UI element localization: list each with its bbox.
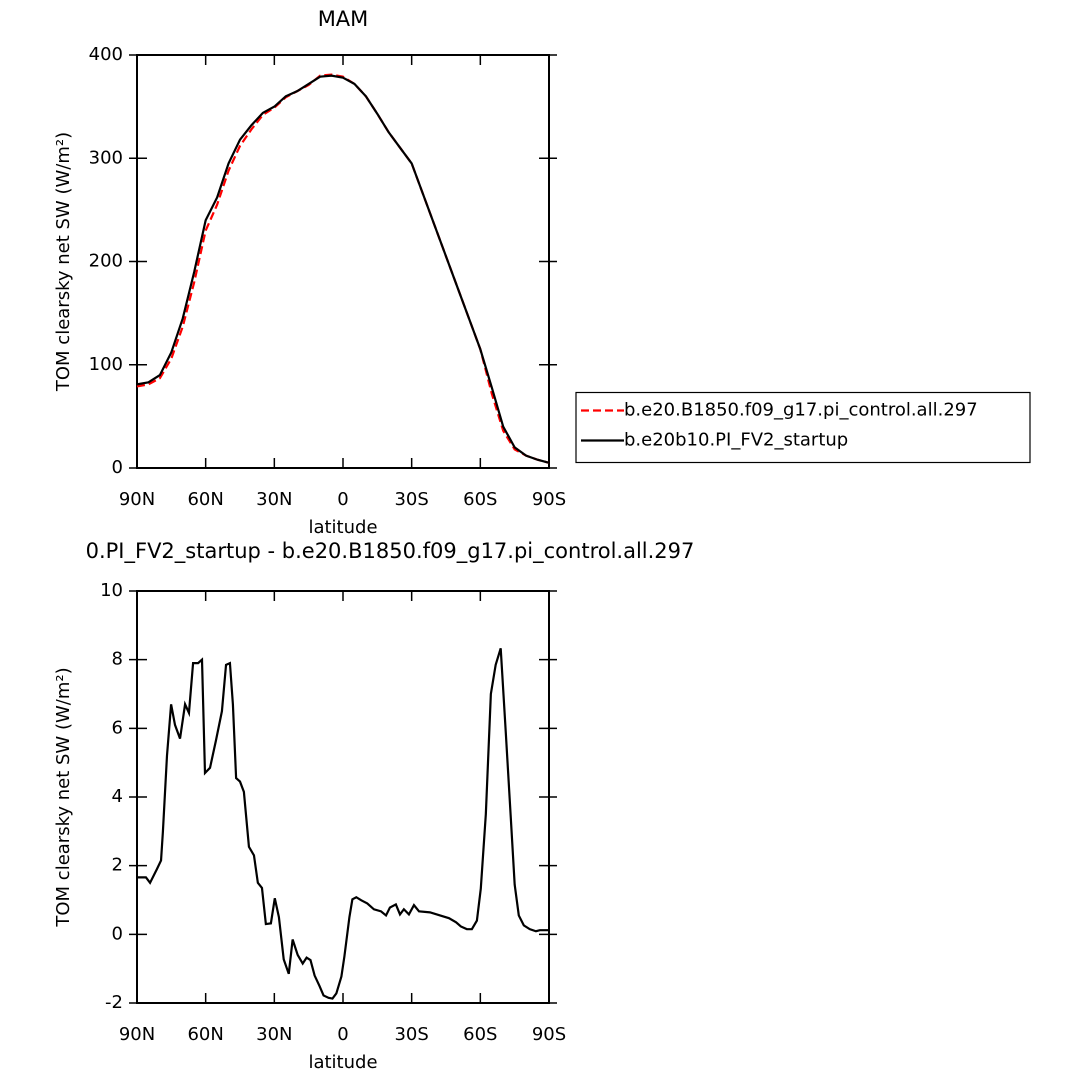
x-tick-label: 90S: [532, 489, 566, 510]
x-tick-label: 90N: [119, 1024, 155, 1045]
y-tick-label: 300: [89, 147, 123, 168]
chart-title: 0.PI_FV2_startup - b.e20.B1850.f09_g17.p…: [86, 539, 695, 564]
x-tick-label: 60S: [463, 1024, 497, 1045]
data-line: [136, 74, 550, 464]
plot-frame: [136, 54, 550, 469]
data-line: [136, 73, 550, 464]
y-tick-label: 0: [112, 457, 123, 478]
y-tick-label: 2: [112, 855, 123, 876]
y-tick-label: 100: [89, 354, 123, 375]
x-tick-label: 0: [337, 489, 348, 510]
x-tick-label: 30N: [256, 489, 292, 510]
y-axis-label: TOM clearsky net SW (W/m²): [53, 132, 74, 392]
x-tick-label: 60N: [187, 489, 223, 510]
x-tick-label: 60N: [187, 1024, 223, 1045]
y-tick-label: 200: [89, 251, 123, 272]
data-line: [137, 648, 549, 1000]
x-tick-label: 60S: [463, 489, 497, 510]
x-tick-label: 0: [337, 1024, 348, 1045]
x-tick-label: 30N: [256, 1024, 292, 1045]
y-tick-label: 0: [112, 923, 123, 944]
legend-label: b.e20b10.PI_FV2_startup: [624, 430, 848, 451]
legend-box: [575, 391, 1031, 464]
x-axis-label: latitude: [308, 517, 377, 538]
y-tick-label: -2: [105, 992, 123, 1013]
y-tick-label: 8: [112, 649, 123, 670]
plot-frame: [136, 590, 550, 1004]
y-axis-label: TOM clearsky net SW (W/m²): [53, 667, 74, 927]
legend-label: b.e20.B1850.f09_g17.pi_control.all.297: [624, 400, 978, 421]
y-tick-label: 400: [89, 44, 123, 65]
x-tick-label: 90S: [532, 1024, 566, 1045]
y-tick-label: 6: [112, 717, 123, 738]
x-tick-label: 90N: [119, 489, 155, 510]
y-tick-label: 4: [112, 786, 123, 807]
x-axis-label: latitude: [308, 1052, 377, 1073]
x-tick-label: 30S: [394, 489, 428, 510]
y-tick-label: 10: [100, 580, 123, 601]
x-tick-label: 30S: [394, 1024, 428, 1045]
chart-title: MAM: [318, 7, 369, 31]
